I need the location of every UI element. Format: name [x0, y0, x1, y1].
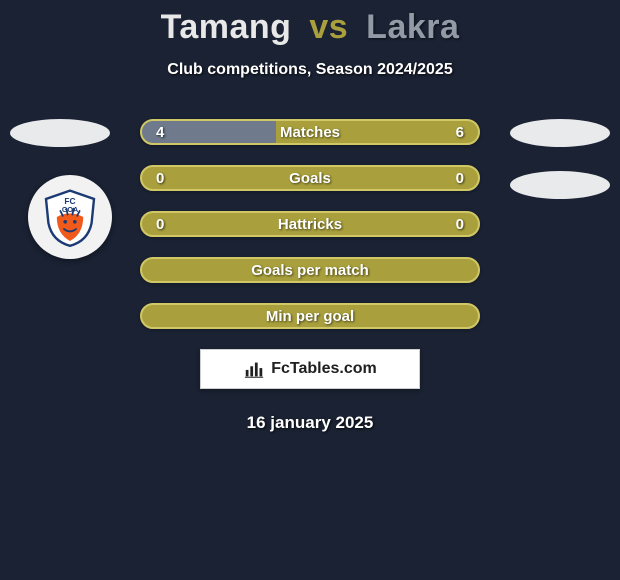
- watermark: FcTables.com: [200, 349, 420, 389]
- stat-right-value: 0: [456, 167, 464, 189]
- stat-label: Goals per match: [142, 259, 478, 281]
- stat-label: Goals: [142, 167, 478, 189]
- comparison-title: Tamang vs Lakra: [0, 0, 620, 47]
- watermark-text: FcTables.com: [271, 360, 377, 378]
- stat-rows: 4 Matches 6 0 Goals 0 0 Hattricks 0 Goal…: [140, 119, 480, 329]
- bar-chart-icon: [243, 358, 265, 380]
- stat-label: Matches: [142, 121, 478, 143]
- subtitle: Club competitions, Season 2024/2025: [0, 61, 620, 79]
- fc-goa-crest-icon: FC GOA: [40, 187, 100, 247]
- svg-text:GOA: GOA: [62, 205, 78, 214]
- vs-separator: vs: [309, 8, 348, 46]
- stat-row-goals: 0 Goals 0: [140, 165, 480, 191]
- stat-label: Min per goal: [142, 305, 478, 327]
- stat-row-matches: 4 Matches 6: [140, 119, 480, 145]
- player2-placeholder-icon: [510, 119, 610, 147]
- player2-name: Lakra: [366, 8, 459, 46]
- player2-club-placeholder-icon: [510, 171, 610, 199]
- stat-row-hattricks: 0 Hattricks 0: [140, 211, 480, 237]
- player1-club-badge: FC GOA: [28, 175, 112, 259]
- svg-text:FC: FC: [64, 196, 75, 206]
- stat-row-min-per-goal: Min per goal: [140, 303, 480, 329]
- stat-right-value: 6: [456, 121, 464, 143]
- player1-placeholder-icon: [10, 119, 110, 147]
- date-text: 16 january 2025: [0, 413, 620, 433]
- stat-right-value: 0: [456, 213, 464, 235]
- player1-name: Tamang: [161, 8, 292, 46]
- stat-label: Hattricks: [142, 213, 478, 235]
- stat-row-goals-per-match: Goals per match: [140, 257, 480, 283]
- stats-stage: FC GOA 4 Matches 6 0 Goals 0 0 Hattricks…: [0, 119, 620, 433]
